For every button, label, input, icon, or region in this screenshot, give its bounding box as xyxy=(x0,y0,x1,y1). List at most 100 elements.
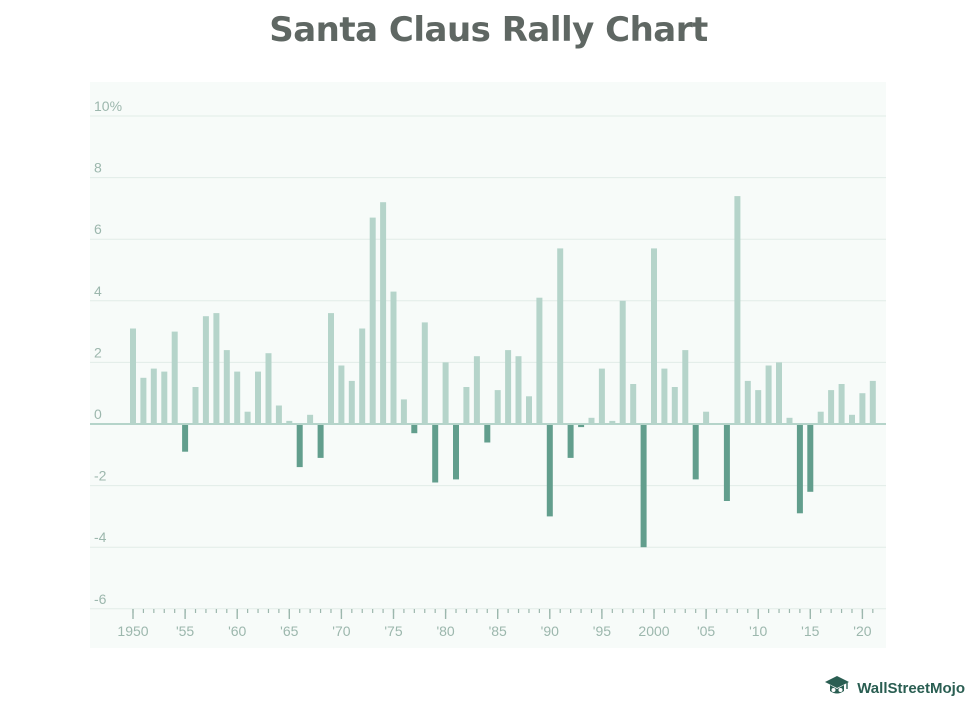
bar-1979 xyxy=(432,424,439,483)
bar-1998 xyxy=(630,384,637,424)
bar-2021 xyxy=(869,380,876,424)
bar-2011 xyxy=(765,365,772,424)
bar-2012 xyxy=(776,362,782,424)
bar-1999 xyxy=(640,424,647,548)
bar-2002 xyxy=(671,387,678,424)
bar-1953 xyxy=(161,371,168,424)
bar-1966 xyxy=(296,424,303,468)
bar-1959 xyxy=(223,350,230,424)
bar-1965 xyxy=(286,420,293,424)
bar-2001 xyxy=(661,368,668,424)
bar-1996 xyxy=(609,420,616,424)
x-tick-label: '15 xyxy=(801,623,819,639)
y-tick-label: -6 xyxy=(94,591,107,607)
y-tick-label: -4 xyxy=(94,529,107,545)
bar-1994 xyxy=(588,417,595,424)
bar-2018 xyxy=(838,384,845,424)
bar-1975 xyxy=(390,291,397,424)
bar-1978 xyxy=(421,322,428,424)
bar-2009 xyxy=(744,380,751,424)
bar-1973 xyxy=(369,217,376,424)
bar-1970 xyxy=(338,365,345,424)
bar-1993 xyxy=(578,424,585,428)
bar-1969 xyxy=(328,313,334,424)
bar-2019 xyxy=(849,414,855,424)
bar-1980 xyxy=(442,362,449,424)
bar-2003 xyxy=(682,350,689,424)
bar-1987 xyxy=(515,356,522,424)
bar-1964 xyxy=(275,405,282,424)
bar-1988 xyxy=(526,396,532,424)
bar-1952 xyxy=(150,368,157,424)
bar-1972 xyxy=(359,328,366,424)
bar-1984 xyxy=(484,424,491,443)
bar-2013 xyxy=(786,417,793,424)
bar-1976 xyxy=(400,399,407,424)
bar-1968 xyxy=(317,424,324,458)
bar-2000 xyxy=(651,248,657,424)
x-tick-label: 1950 xyxy=(117,623,148,639)
bar-1951 xyxy=(140,377,147,424)
bar-1990 xyxy=(546,424,553,517)
x-tick-label: '80 xyxy=(436,623,454,639)
bar-1958 xyxy=(213,313,220,424)
bar-1971 xyxy=(348,380,355,424)
x-tick-label: 2000 xyxy=(638,623,669,639)
bar-2007 xyxy=(723,424,730,501)
y-tick-label: -2 xyxy=(94,468,107,484)
bar-1956 xyxy=(192,387,199,424)
bar-2010 xyxy=(755,390,762,424)
bar-2005 xyxy=(703,411,710,424)
bar-2014 xyxy=(796,424,803,514)
bar-1985 xyxy=(494,390,501,424)
x-tick-label: '20 xyxy=(853,623,871,639)
bar-1974 xyxy=(380,202,387,424)
brand-logo: WallStreetMojo xyxy=(822,673,965,704)
bar-2004 xyxy=(692,424,699,480)
y-tick-label: 6 xyxy=(94,221,102,237)
y-tick-label: 2 xyxy=(94,344,102,360)
bar-2016 xyxy=(817,411,824,424)
bar-1983 xyxy=(473,356,480,424)
x-tick-label: '55 xyxy=(176,623,194,639)
bar-1982 xyxy=(463,387,470,424)
x-tick-label: '75 xyxy=(384,623,402,639)
bar-1977 xyxy=(411,424,418,434)
y-tick-label: 4 xyxy=(94,283,102,299)
x-tick-label: '60 xyxy=(228,623,246,639)
brand-name: WallStreetMojo xyxy=(857,680,965,697)
bar-2015 xyxy=(807,424,814,492)
bar-1989 xyxy=(536,297,543,424)
x-tick-label: '70 xyxy=(332,623,350,639)
bar-1997 xyxy=(619,300,626,424)
bar-1963 xyxy=(265,353,272,424)
bar-1960 xyxy=(234,371,241,424)
bar-1950 xyxy=(130,328,136,424)
bar-1955 xyxy=(182,424,189,452)
bar-1957 xyxy=(202,316,209,424)
bar-series xyxy=(130,196,876,548)
bar-2008 xyxy=(734,196,741,424)
bar-1961 xyxy=(244,411,251,424)
bar-1954 xyxy=(171,331,178,424)
bar-1967 xyxy=(307,414,314,424)
x-tick-label: '65 xyxy=(280,623,298,639)
chart-title: Santa Claus Rally Chart xyxy=(269,10,708,50)
x-tick-label: '05 xyxy=(697,623,715,639)
bar-1981 xyxy=(453,424,459,480)
y-tick-label: 10% xyxy=(94,98,122,114)
y-tick-label: 8 xyxy=(94,160,102,176)
y-tick-label: 0 xyxy=(94,406,102,422)
x-tick-label: '10 xyxy=(749,623,767,639)
gridlines xyxy=(90,115,886,610)
x-tick-label: '85 xyxy=(489,623,507,639)
bar-2017 xyxy=(828,390,835,424)
plot-background xyxy=(90,82,886,648)
bar-1992 xyxy=(567,424,574,458)
mojo-mascot-icon xyxy=(822,673,852,704)
bar-1986 xyxy=(505,350,512,424)
bar-2020 xyxy=(859,393,866,424)
x-tick-label: '95 xyxy=(593,623,611,639)
bar-1962 xyxy=(255,371,261,424)
